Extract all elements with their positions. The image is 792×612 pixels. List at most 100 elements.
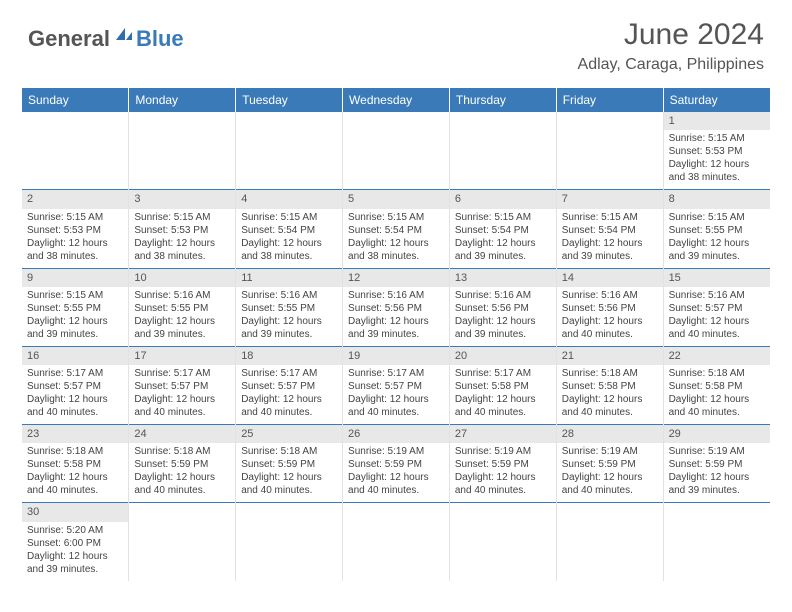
empty-cell bbox=[556, 112, 663, 190]
sunrise-line: Sunrise: 5:19 AM bbox=[348, 445, 444, 458]
sunset-line: Sunset: 5:55 PM bbox=[27, 302, 123, 315]
day-cell: 18Sunrise: 5:17 AMSunset: 5:57 PMDayligh… bbox=[236, 346, 343, 424]
day-number: 16 bbox=[22, 347, 128, 365]
sunrise-line: Sunrise: 5:17 AM bbox=[348, 367, 444, 380]
day-number: 20 bbox=[450, 347, 556, 365]
weekday-header: Wednesday bbox=[343, 88, 450, 112]
sunset-line: Sunset: 5:54 PM bbox=[455, 224, 551, 237]
sunrise-line: Sunrise: 5:17 AM bbox=[27, 367, 123, 380]
daylight-line: Daylight: 12 hours and 40 minutes. bbox=[455, 471, 551, 497]
daylight-line: Daylight: 12 hours and 39 minutes. bbox=[27, 550, 123, 576]
day-cell: 29Sunrise: 5:19 AMSunset: 5:59 PMDayligh… bbox=[663, 425, 770, 503]
sunset-line: Sunset: 5:57 PM bbox=[241, 380, 337, 393]
calendar-header-row: SundayMondayTuesdayWednesdayThursdayFrid… bbox=[22, 88, 770, 112]
weekday-header: Sunday bbox=[22, 88, 129, 112]
empty-cell bbox=[129, 112, 236, 190]
sunrise-line: Sunrise: 5:17 AM bbox=[455, 367, 551, 380]
calendar-row: 9Sunrise: 5:15 AMSunset: 5:55 PMDaylight… bbox=[22, 268, 770, 346]
sunrise-line: Sunrise: 5:16 AM bbox=[562, 289, 658, 302]
day-number: 26 bbox=[343, 425, 449, 443]
day-cell: 16Sunrise: 5:17 AMSunset: 5:57 PMDayligh… bbox=[22, 346, 129, 424]
day-number: 4 bbox=[236, 190, 342, 208]
day-number: 6 bbox=[450, 190, 556, 208]
daylight-line: Daylight: 12 hours and 38 minutes. bbox=[134, 237, 230, 263]
day-number: 18 bbox=[236, 347, 342, 365]
sunrise-line: Sunrise: 5:19 AM bbox=[455, 445, 551, 458]
daylight-line: Daylight: 12 hours and 38 minutes. bbox=[669, 158, 765, 184]
calendar-row: 2Sunrise: 5:15 AMSunset: 5:53 PMDaylight… bbox=[22, 190, 770, 268]
sunset-line: Sunset: 5:59 PM bbox=[455, 458, 551, 471]
sunset-line: Sunset: 5:56 PM bbox=[455, 302, 551, 315]
daylight-line: Daylight: 12 hours and 40 minutes. bbox=[241, 471, 337, 497]
sunset-line: Sunset: 5:59 PM bbox=[241, 458, 337, 471]
sunset-line: Sunset: 5:58 PM bbox=[669, 380, 765, 393]
logo-sail-icon bbox=[114, 26, 134, 42]
day-cell: 3Sunrise: 5:15 AMSunset: 5:53 PMDaylight… bbox=[129, 190, 236, 268]
sunset-line: Sunset: 6:00 PM bbox=[27, 537, 123, 550]
logo-text-general: General bbox=[28, 26, 110, 52]
sunset-line: Sunset: 5:56 PM bbox=[348, 302, 444, 315]
day-cell: 23Sunrise: 5:18 AMSunset: 5:58 PMDayligh… bbox=[22, 425, 129, 503]
day-cell: 2Sunrise: 5:15 AMSunset: 5:53 PMDaylight… bbox=[22, 190, 129, 268]
empty-cell bbox=[236, 112, 343, 190]
sunrise-line: Sunrise: 5:17 AM bbox=[134, 367, 230, 380]
day-number: 22 bbox=[664, 347, 770, 365]
sunset-line: Sunset: 5:54 PM bbox=[562, 224, 658, 237]
daylight-line: Daylight: 12 hours and 40 minutes. bbox=[562, 315, 658, 341]
day-cell: 13Sunrise: 5:16 AMSunset: 5:56 PMDayligh… bbox=[449, 268, 556, 346]
sunrise-line: Sunrise: 5:15 AM bbox=[669, 132, 765, 145]
sunset-line: Sunset: 5:55 PM bbox=[241, 302, 337, 315]
sunrise-line: Sunrise: 5:20 AM bbox=[27, 524, 123, 537]
daylight-line: Daylight: 12 hours and 40 minutes. bbox=[134, 471, 230, 497]
sunset-line: Sunset: 5:53 PM bbox=[669, 145, 765, 158]
sunset-line: Sunset: 5:55 PM bbox=[134, 302, 230, 315]
empty-cell bbox=[449, 503, 556, 581]
sunrise-line: Sunrise: 5:16 AM bbox=[241, 289, 337, 302]
daylight-line: Daylight: 12 hours and 40 minutes. bbox=[241, 393, 337, 419]
day-number: 30 bbox=[22, 503, 128, 521]
day-cell: 26Sunrise: 5:19 AMSunset: 5:59 PMDayligh… bbox=[343, 425, 450, 503]
day-cell: 8Sunrise: 5:15 AMSunset: 5:55 PMDaylight… bbox=[663, 190, 770, 268]
empty-cell bbox=[129, 503, 236, 581]
calendar-row: 16Sunrise: 5:17 AMSunset: 5:57 PMDayligh… bbox=[22, 346, 770, 424]
sunset-line: Sunset: 5:59 PM bbox=[134, 458, 230, 471]
sunrise-line: Sunrise: 5:18 AM bbox=[134, 445, 230, 458]
day-cell: 11Sunrise: 5:16 AMSunset: 5:55 PMDayligh… bbox=[236, 268, 343, 346]
sunset-line: Sunset: 5:59 PM bbox=[562, 458, 658, 471]
day-cell: 28Sunrise: 5:19 AMSunset: 5:59 PMDayligh… bbox=[556, 425, 663, 503]
sunset-line: Sunset: 5:59 PM bbox=[348, 458, 444, 471]
calendar-body: 1Sunrise: 5:15 AMSunset: 5:53 PMDaylight… bbox=[22, 112, 770, 581]
logo-text-blue: Blue bbox=[136, 26, 184, 52]
daylight-line: Daylight: 12 hours and 40 minutes. bbox=[562, 393, 658, 419]
sunrise-line: Sunrise: 5:15 AM bbox=[241, 211, 337, 224]
sunrise-line: Sunrise: 5:16 AM bbox=[455, 289, 551, 302]
daylight-line: Daylight: 12 hours and 39 minutes. bbox=[669, 471, 765, 497]
sunrise-line: Sunrise: 5:19 AM bbox=[669, 445, 765, 458]
sunrise-line: Sunrise: 5:15 AM bbox=[27, 211, 123, 224]
day-cell: 24Sunrise: 5:18 AMSunset: 5:59 PMDayligh… bbox=[129, 425, 236, 503]
day-cell: 22Sunrise: 5:18 AMSunset: 5:58 PMDayligh… bbox=[663, 346, 770, 424]
weekday-header: Monday bbox=[129, 88, 236, 112]
daylight-line: Daylight: 12 hours and 40 minutes. bbox=[134, 393, 230, 419]
sunrise-line: Sunrise: 5:16 AM bbox=[134, 289, 230, 302]
weekday-header: Tuesday bbox=[236, 88, 343, 112]
day-number: 17 bbox=[129, 347, 235, 365]
sunset-line: Sunset: 5:58 PM bbox=[455, 380, 551, 393]
sunset-line: Sunset: 5:57 PM bbox=[348, 380, 444, 393]
sunrise-line: Sunrise: 5:15 AM bbox=[27, 289, 123, 302]
calendar-row: 30 Sunrise: 5:20 AMSunset: 6:00 PMDayligh… bbox=[22, 503, 770, 581]
month-title: June 2024 bbox=[578, 18, 764, 52]
day-number: 7 bbox=[557, 190, 663, 208]
daylight-line: Daylight: 12 hours and 39 minutes. bbox=[241, 315, 337, 341]
location: Adlay, Caraga, Philippines bbox=[578, 56, 764, 74]
day-cell: 7Sunrise: 5:15 AMSunset: 5:54 PMDaylight… bbox=[556, 190, 663, 268]
daylight-line: Daylight: 12 hours and 40 minutes. bbox=[669, 315, 765, 341]
daylight-line: Daylight: 12 hours and 38 minutes. bbox=[27, 237, 123, 263]
day-number: 9 bbox=[22, 269, 128, 287]
daylight-line: Daylight: 12 hours and 40 minutes. bbox=[455, 393, 551, 419]
sunset-line: Sunset: 5:55 PM bbox=[669, 224, 765, 237]
sunrise-line: Sunrise: 5:18 AM bbox=[669, 367, 765, 380]
day-number: 2 bbox=[22, 190, 128, 208]
sunset-line: Sunset: 5:59 PM bbox=[669, 458, 765, 471]
day-number: 13 bbox=[450, 269, 556, 287]
